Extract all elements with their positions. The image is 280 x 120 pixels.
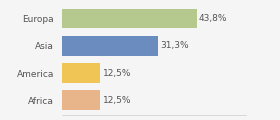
Text: 12,5%: 12,5%	[102, 69, 131, 78]
Bar	[62, 9, 197, 28]
Text: 43,8%: 43,8%	[199, 14, 227, 23]
Text: 31,3%: 31,3%	[160, 41, 189, 50]
Bar	[62, 63, 100, 83]
Text: 12,5%: 12,5%	[102, 96, 131, 105]
Bar	[62, 90, 100, 110]
Bar	[62, 36, 158, 56]
